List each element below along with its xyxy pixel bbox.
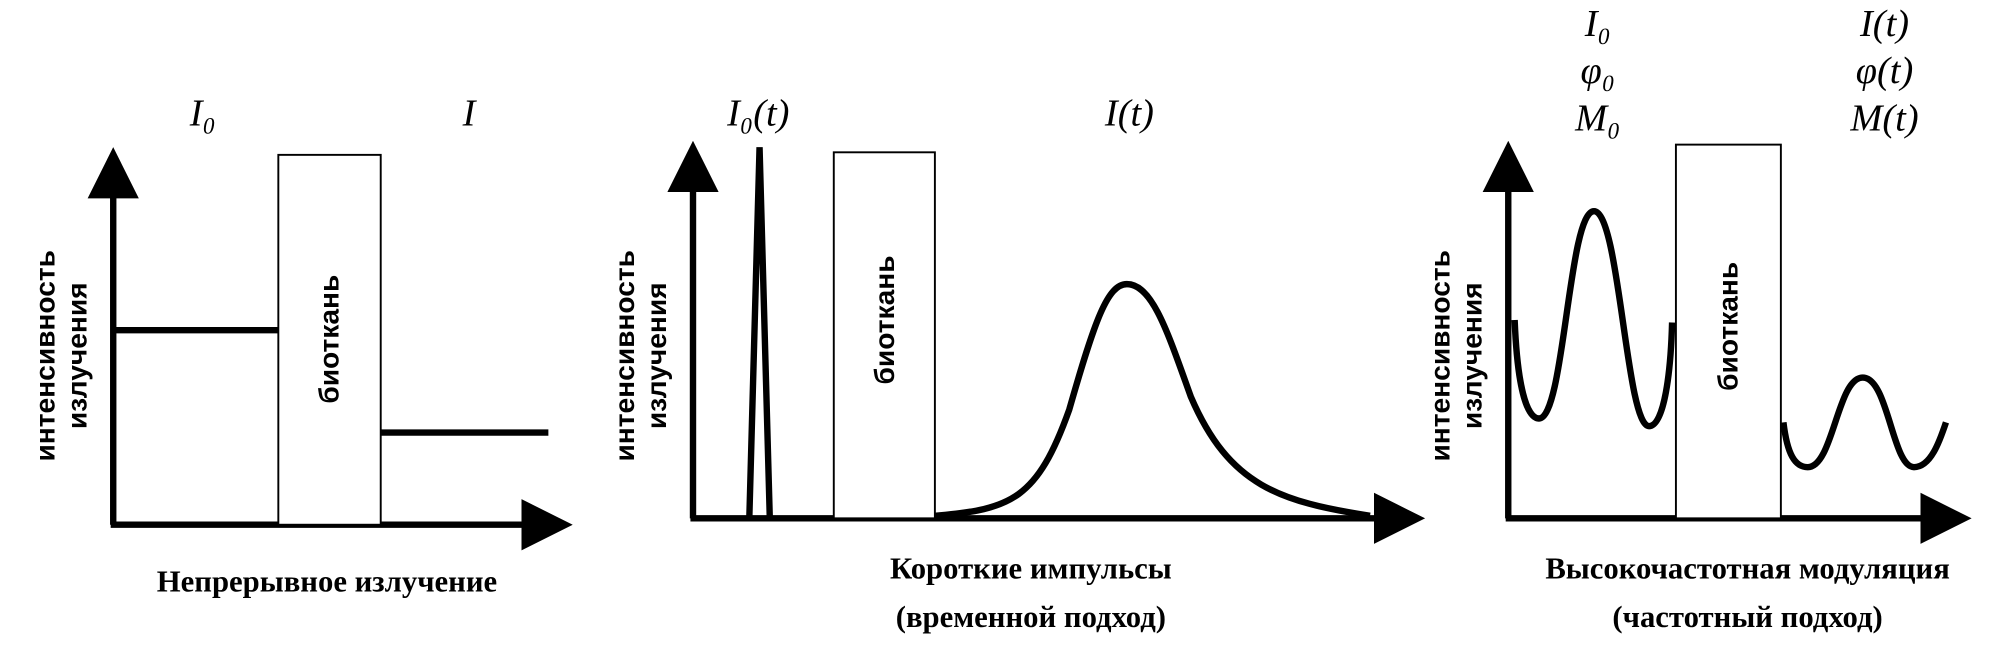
- caption: Высокочастотная модуляция: [1545, 551, 1950, 585]
- label: φ(t): [1856, 50, 1913, 92]
- y-label-line: интенсивность: [1424, 250, 1455, 462]
- caption: (частотный подход): [1612, 600, 1882, 634]
- label: I₀: [189, 92, 216, 134]
- label: M₀: [1574, 98, 1620, 140]
- box-label: биоткань: [313, 275, 344, 404]
- output-wave: [1780, 374, 1950, 471]
- y-axis-label: интенсивность излучения: [609, 250, 672, 462]
- input-wave: [1511, 207, 1676, 430]
- label: I(t): [1104, 92, 1154, 134]
- y-label-line: интенсивность: [609, 250, 640, 462]
- label: I₀(t): [726, 92, 789, 134]
- output-pulse: [934, 280, 1371, 519]
- panel-continuous: I₀ I интенсивность излучения биоткань Не…: [29, 92, 573, 598]
- y-label-line: излучения: [641, 282, 672, 429]
- panel-pulses: I₀(t) I(t) интенсивность излучения биотк…: [609, 92, 1426, 634]
- y-label-line: интенсивность: [29, 250, 60, 462]
- tissue-box: [277, 153, 382, 526]
- label: I(t): [1859, 3, 1909, 45]
- y-label-line: излучения: [1456, 282, 1487, 429]
- label: I: [462, 92, 478, 134]
- box-label: биоткань: [1712, 262, 1743, 391]
- caption: Короткие импульсы: [890, 551, 1172, 585]
- caption: (временной подход): [896, 600, 1166, 634]
- y-label-line: излучения: [61, 282, 92, 429]
- label: I₀: [1584, 3, 1611, 45]
- input-pulse: [746, 147, 773, 519]
- box-label: биоткань: [869, 255, 900, 384]
- y-axis-label: интенсивность излучения: [29, 250, 92, 462]
- label: M(t): [1849, 98, 1918, 140]
- tissue-box: [1674, 143, 1782, 520]
- y-axis-label: интенсивность излучения: [1424, 250, 1487, 462]
- tissue-box: [832, 151, 936, 520]
- caption: Непрерывное излучение: [157, 564, 497, 598]
- label: φ₀: [1581, 50, 1616, 92]
- panel-modulation: I₀ φ₀ M₀ I(t) φ(t) M(t) интенсивность из…: [1424, 3, 1972, 634]
